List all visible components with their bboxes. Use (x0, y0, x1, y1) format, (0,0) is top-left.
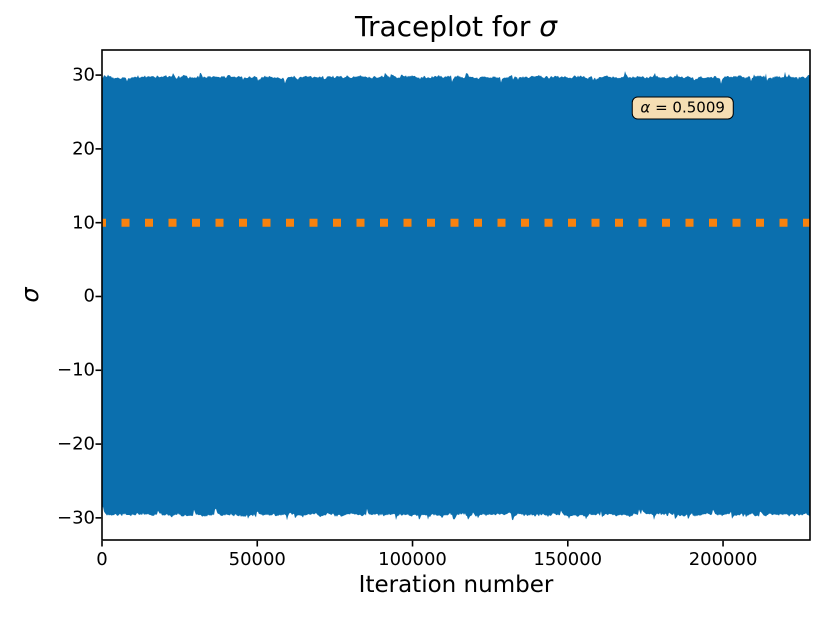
y-axis-label: σ (16, 287, 44, 303)
x-tick-label: 0 (96, 549, 108, 570)
x-tick-label: 100000 (378, 549, 447, 570)
y-tick-label: 0 (83, 285, 95, 307)
acceptance-rate-annotation: α = 0.5009 (631, 96, 734, 120)
sigma-trace-band (102, 71, 810, 521)
y-tick-label: 10 (72, 212, 95, 234)
alpha-symbol: α (640, 98, 651, 117)
x-axis-label: Iteration number (358, 572, 554, 598)
chart-title: Traceplot for σ (102, 11, 810, 43)
y-tick-label: 20 (72, 138, 95, 160)
y-tick-label: −10 (57, 359, 95, 381)
x-tick-label: 200000 (688, 549, 758, 570)
chart-title-sigma-symbol: σ (539, 10, 557, 43)
alpha-value-text: = 0.5009 (650, 98, 725, 117)
y-tick-label: 30 (72, 64, 95, 86)
chart-title-text: Traceplot for (355, 10, 540, 43)
plot-border (101, 49, 811, 541)
x-tick-label: 50000 (228, 549, 286, 570)
x-tick-label: 150000 (533, 549, 603, 570)
y-tick-label: −20 (57, 433, 95, 455)
y-tick-label: −30 (57, 507, 95, 529)
